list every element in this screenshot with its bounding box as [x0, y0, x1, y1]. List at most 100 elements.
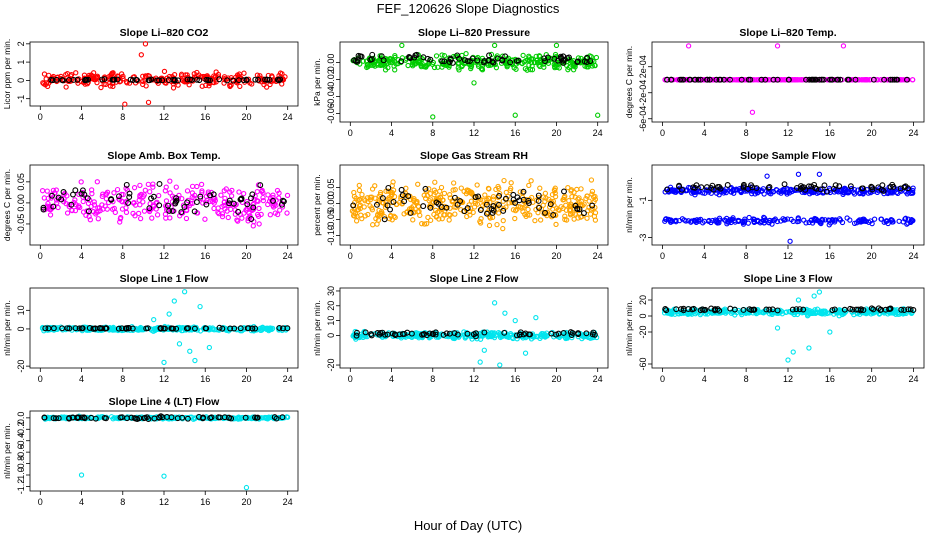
- x-tick-label: 8: [120, 112, 125, 122]
- data-point: [245, 215, 251, 222]
- data-point: [714, 306, 721, 312]
- data-point: [429, 61, 436, 67]
- data-point: [706, 76, 713, 83]
- data-point: [533, 314, 539, 321]
- x-tick-label: 0: [38, 112, 43, 122]
- data-point: [837, 76, 844, 83]
- x-tick-label: 0: [38, 374, 43, 384]
- data-point: [264, 416, 271, 422]
- data-point: [360, 58, 366, 64]
- data-point: [178, 209, 185, 216]
- data-point: [716, 220, 722, 226]
- data-point: [679, 216, 686, 222]
- panel-6: Slope Sample Flow 0 4 8 12 16 20 24 -3 -1 nl/min p…: [624, 150, 925, 261]
- data-point: [424, 221, 430, 227]
- data-point: [260, 190, 266, 196]
- data-point: [446, 217, 452, 223]
- y-tick-label: -20: [326, 359, 336, 372]
- data-point: [54, 200, 60, 206]
- x-tick-label: 24: [909, 251, 919, 261]
- data-point: [497, 362, 503, 368]
- data-point: [120, 76, 126, 82]
- data-point: [176, 341, 183, 347]
- data-point: [156, 202, 163, 209]
- data-point: [221, 188, 227, 194]
- panel-9: Slope Line 3 Flow 0 4 8 12 16 20 24 -60 -20 0 20 nl/…: [624, 273, 925, 384]
- y-tick-label: 0.00: [16, 194, 26, 212]
- data-point: [808, 217, 815, 223]
- data-point: [356, 182, 362, 189]
- data-point: [100, 191, 106, 197]
- data-point: [463, 50, 469, 57]
- data-point: [357, 202, 363, 208]
- data-point: [468, 190, 474, 197]
- data-point: [461, 208, 468, 215]
- data-point: [909, 217, 915, 224]
- x-tick-label: 8: [430, 251, 435, 261]
- data-point: [542, 198, 548, 205]
- data-point: [833, 308, 839, 314]
- data-point: [216, 210, 222, 217]
- data-point: [219, 213, 226, 220]
- data-point: [493, 65, 500, 71]
- data-point: [82, 77, 88, 84]
- plot-frame: [651, 287, 925, 369]
- data-point: [207, 415, 214, 421]
- data-point: [179, 196, 185, 202]
- y-axis-label: kPa per min.: [312, 58, 322, 106]
- data-point: [816, 76, 823, 83]
- data-point: [535, 192, 542, 199]
- data-point: [535, 197, 542, 204]
- data-point: [125, 199, 132, 206]
- data-point: [259, 188, 265, 195]
- data-point: [84, 195, 91, 202]
- data-point: [510, 191, 517, 198]
- data-point: [119, 199, 126, 205]
- x-tick-label: 24: [283, 251, 293, 261]
- data-point: [889, 310, 896, 316]
- data-point: [432, 179, 438, 185]
- y-tick-label: -0.4: [16, 433, 26, 449]
- data-point: [420, 203, 427, 210]
- data-point: [865, 190, 872, 196]
- data-point: [520, 331, 527, 338]
- data-point: [826, 222, 832, 228]
- data-point: [378, 56, 384, 62]
- x-tick-label: 8: [120, 374, 125, 384]
- data-point: [237, 83, 243, 89]
- x-tick-label: 0: [38, 497, 43, 507]
- data-point: [586, 198, 592, 204]
- data-point: [708, 305, 715, 312]
- data-point: [167, 178, 173, 184]
- data-point: [194, 183, 200, 190]
- data-point: [275, 77, 282, 84]
- data-point: [81, 415, 88, 422]
- panel-3: Slope Li–820 Temp. 0 4 8 12 16 20 24 -6e-04-2e-0…: [624, 27, 925, 138]
- data-point: [81, 191, 88, 198]
- data-point: [267, 212, 273, 218]
- data-point: [78, 179, 84, 185]
- data-point: [173, 184, 179, 190]
- data-point: [537, 185, 543, 191]
- data-point: [114, 186, 121, 193]
- data-point: [243, 484, 250, 491]
- data-point: [74, 76, 81, 83]
- data-point: [154, 212, 161, 218]
- data-point: [440, 331, 447, 338]
- data-point: [216, 76, 223, 83]
- data-point: [48, 192, 54, 198]
- data-point: [436, 216, 442, 222]
- data-point: [806, 345, 812, 351]
- data-point: [472, 194, 479, 201]
- data-point: [219, 211, 226, 217]
- data-point: [827, 329, 833, 335]
- x-tick-label: 16: [825, 128, 835, 138]
- y-tick-label: 0: [16, 326, 26, 331]
- data-point: [140, 78, 146, 85]
- y-tick-label: 0: [16, 78, 26, 83]
- data-point: [370, 222, 376, 228]
- data-point: [464, 58, 471, 65]
- data-point: [484, 210, 490, 217]
- x-tick-label: 8: [430, 374, 435, 384]
- data-point: [86, 325, 93, 331]
